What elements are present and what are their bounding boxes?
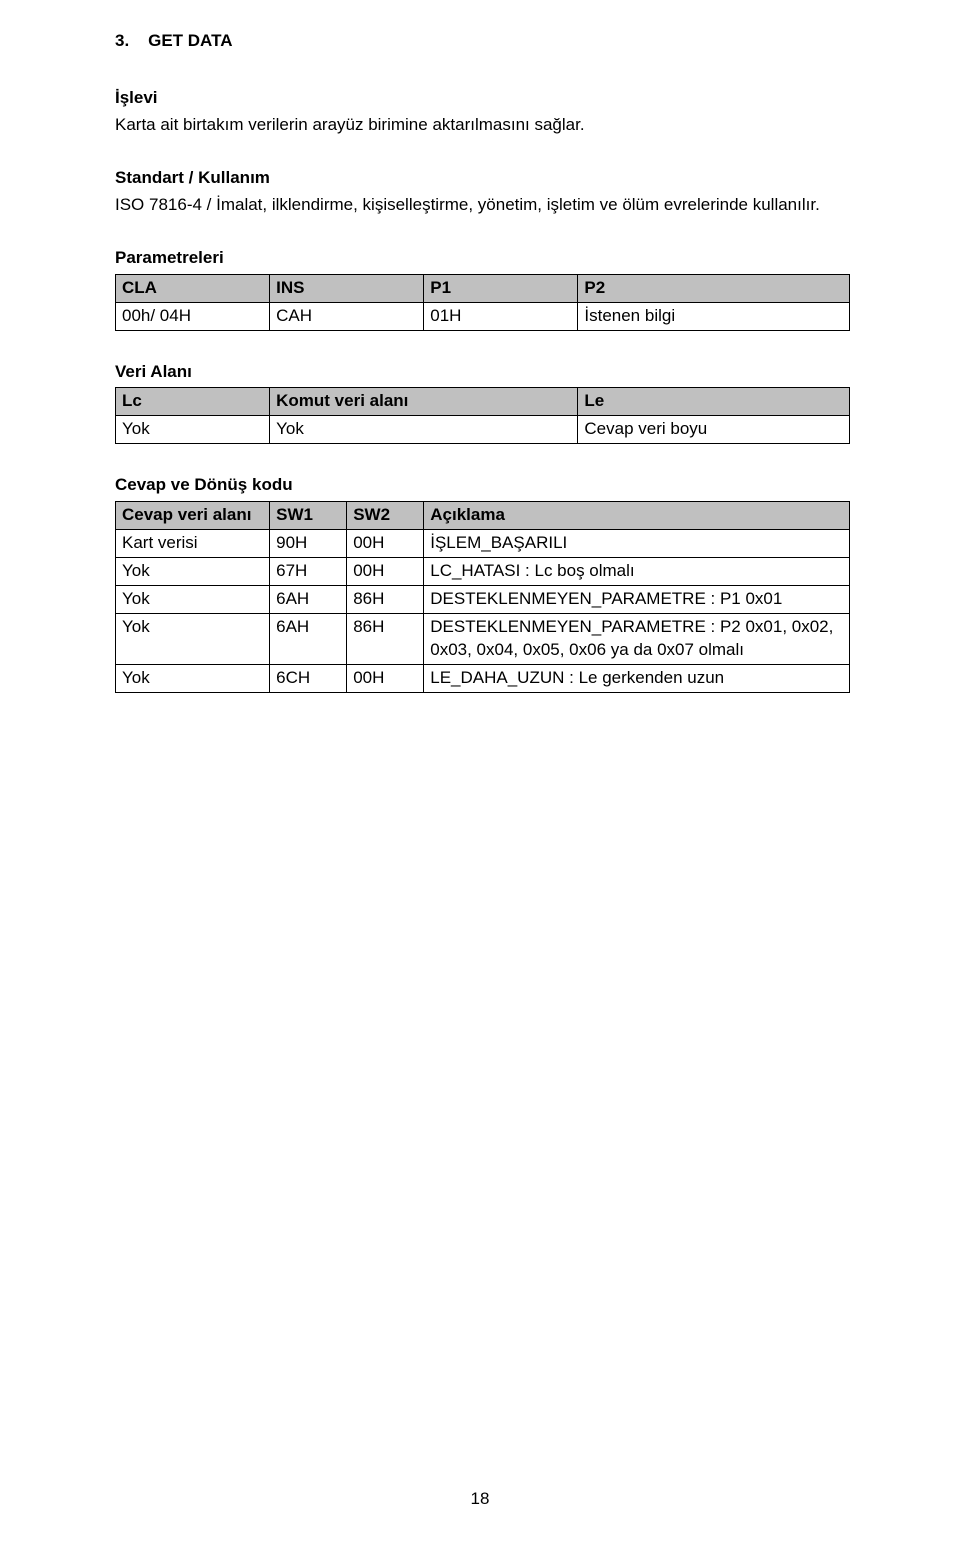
section-title: 3. GET DATA (115, 30, 850, 53)
cell: Yok (270, 416, 578, 444)
cell: Yok (116, 558, 270, 586)
page-content: 3. GET DATA İşlevi Karta ait birtakım ve… (0, 0, 960, 1541)
col-sw1: SW1 (270, 502, 347, 530)
cell: 01H (424, 302, 578, 330)
col-p2: P2 (578, 274, 850, 302)
cell: 6AH (270, 586, 347, 614)
cevap-donus-table: Cevap veri alanı SW1 SW2 Açıklama Kart v… (115, 501, 850, 693)
cell: Cevap veri boyu (578, 416, 850, 444)
table-row: Yok 6AH 86H DESTEKLENMEYEN_PARAMETRE : P… (116, 614, 850, 665)
parametreleri-heading: Parametreleri (115, 247, 850, 270)
cell: Yok (116, 664, 270, 692)
cell: Yok (116, 416, 270, 444)
cell: Kart verisi (116, 530, 270, 558)
islevi-heading: İşlevi (115, 87, 850, 110)
cell: 00H (347, 530, 424, 558)
table-row: Yok 67H 00H LC_HATASI : Lc boş olmalı (116, 558, 850, 586)
table-row: Kart verisi 90H 00H İŞLEM_BAŞARILI (116, 530, 850, 558)
cell: 6CH (270, 664, 347, 692)
standart-block: Standart / Kullanım ISO 7816-4 / İmalat,… (115, 167, 850, 217)
parametreleri-block: Parametreleri CLA INS P1 P2 00h/ 04H CAH… (115, 247, 850, 331)
col-lc: Lc (116, 388, 270, 416)
col-cevap-veri: Cevap veri alanı (116, 502, 270, 530)
col-le: Le (578, 388, 850, 416)
col-sw2: SW2 (347, 502, 424, 530)
table-header-row: CLA INS P1 P2 (116, 274, 850, 302)
section-name: GET DATA (148, 31, 232, 50)
section-number: 3. (115, 31, 129, 50)
col-aciklama: Açıklama (424, 502, 850, 530)
cell: DESTEKLENMEYEN_PARAMETRE : P1 0x01 (424, 586, 850, 614)
cell: 6AH (270, 614, 347, 665)
col-ins: INS (270, 274, 424, 302)
cell: 90H (270, 530, 347, 558)
cell: 00H (347, 558, 424, 586)
col-cla: CLA (116, 274, 270, 302)
page-number: 18 (0, 1488, 960, 1511)
table-header-row: Cevap veri alanı SW1 SW2 Açıklama (116, 502, 850, 530)
table-header-row: Lc Komut veri alanı Le (116, 388, 850, 416)
table-row: 00h/ 04H CAH 01H İstenen bilgi (116, 302, 850, 330)
cell: CAH (270, 302, 424, 330)
table-row: Yok 6CH 00H LE_DAHA_UZUN : Le gerkenden … (116, 664, 850, 692)
cell: 67H (270, 558, 347, 586)
cell: 86H (347, 614, 424, 665)
col-komut: Komut veri alanı (270, 388, 578, 416)
cell: DESTEKLENMEYEN_PARAMETRE : P2 0x01, 0x02… (424, 614, 850, 665)
standart-text: ISO 7816-4 / İmalat, ilklendirme, kişise… (115, 194, 850, 217)
islevi-block: İşlevi Karta ait birtakım verilerin aray… (115, 87, 850, 137)
cell: İstenen bilgi (578, 302, 850, 330)
cell: LC_HATASI : Lc boş olmalı (424, 558, 850, 586)
veri-alani-table: Lc Komut veri alanı Le Yok Yok Cevap ver… (115, 387, 850, 444)
standart-heading: Standart / Kullanım (115, 167, 850, 190)
cell: Yok (116, 614, 270, 665)
col-p1: P1 (424, 274, 578, 302)
cevap-donus-heading: Cevap ve Dönüş kodu (115, 474, 850, 497)
parametreleri-table: CLA INS P1 P2 00h/ 04H CAH 01H İstenen b… (115, 274, 850, 331)
islevi-text: Karta ait birtakım verilerin arayüz biri… (115, 114, 850, 137)
cell: İŞLEM_BAŞARILI (424, 530, 850, 558)
cell: 86H (347, 586, 424, 614)
table-row: Yok 6AH 86H DESTEKLENMEYEN_PARAMETRE : P… (116, 586, 850, 614)
cell: LE_DAHA_UZUN : Le gerkenden uzun (424, 664, 850, 692)
cell: Yok (116, 586, 270, 614)
cevap-donus-block: Cevap ve Dönüş kodu Cevap veri alanı SW1… (115, 474, 850, 693)
table-row: Yok Yok Cevap veri boyu (116, 416, 850, 444)
veri-alani-heading: Veri Alanı (115, 361, 850, 384)
cell: 00H (347, 664, 424, 692)
veri-alani-block: Veri Alanı Lc Komut veri alanı Le Yok Yo… (115, 361, 850, 445)
cell: 00h/ 04H (116, 302, 270, 330)
